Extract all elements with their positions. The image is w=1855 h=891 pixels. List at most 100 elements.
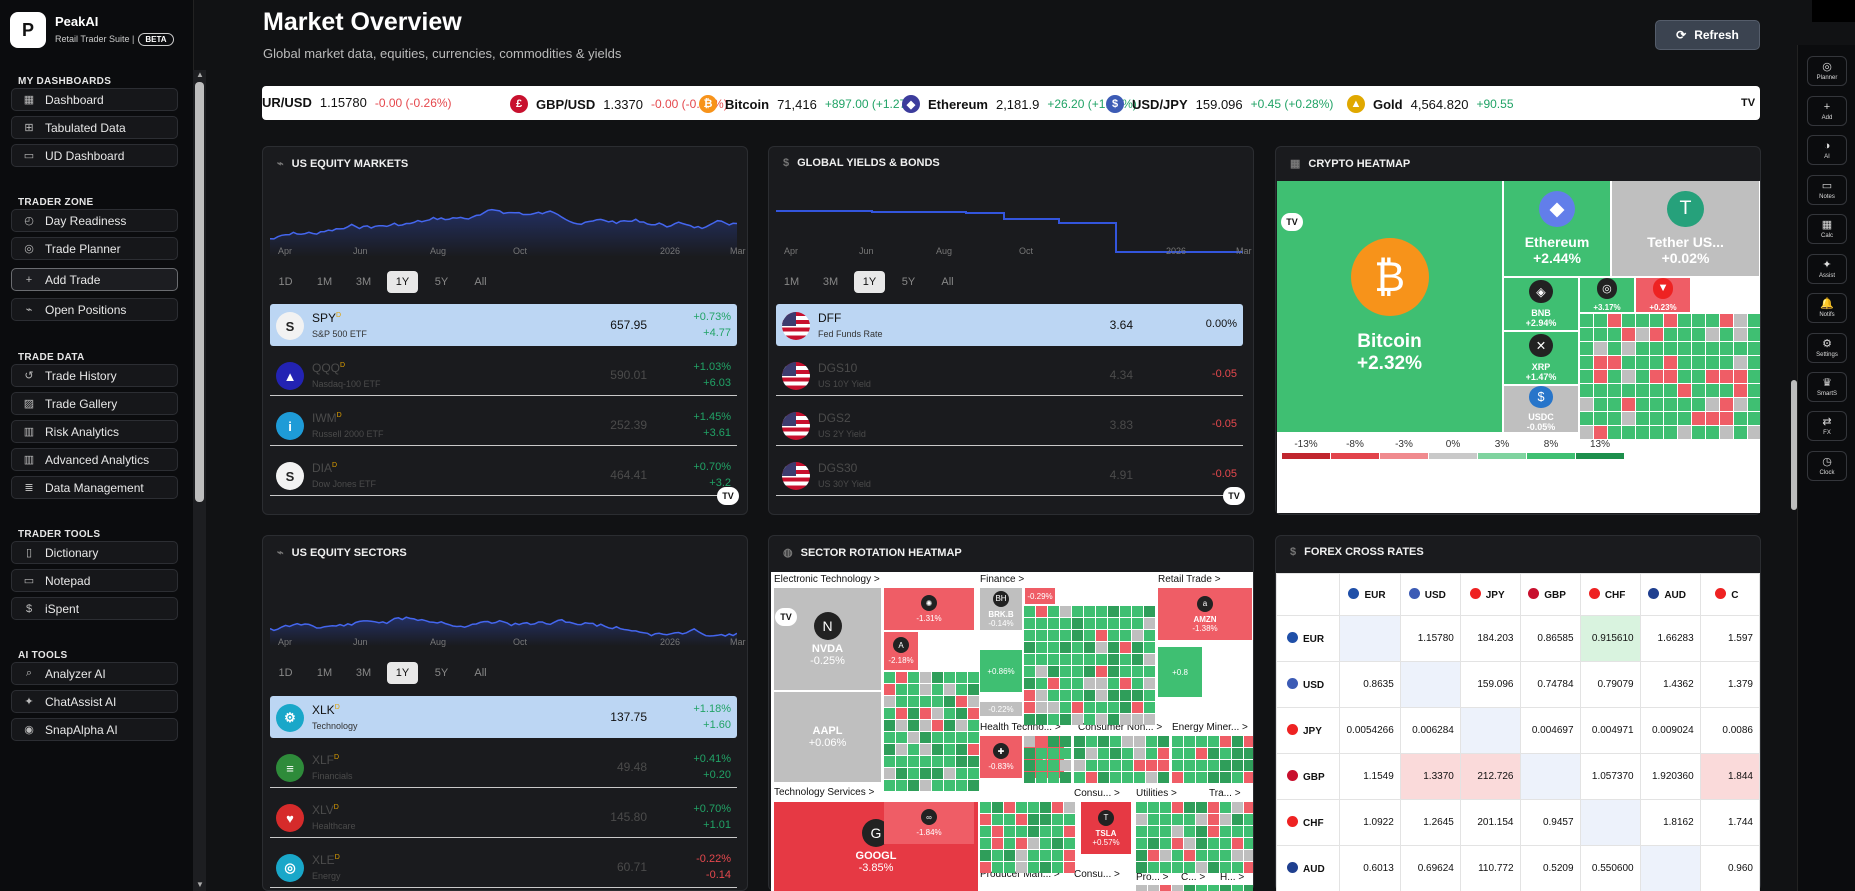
forex-rate-cell[interactable]	[1579, 799, 1641, 846]
sector-small-cell[interactable]	[896, 720, 907, 731]
sector-small-cell[interactable]	[1084, 642, 1095, 653]
crypto-small-cell[interactable]	[1734, 314, 1747, 327]
sector-small-cell[interactable]	[1244, 838, 1253, 849]
sidebar-item-analyzer-ai[interactable]: ⌕ Analyzer AI	[11, 662, 178, 685]
sector-small-cell[interactable]	[1036, 678, 1047, 689]
sector-small-cell[interactable]	[884, 744, 895, 755]
sidebar-item-add-trade[interactable]: + Add Trade	[11, 268, 178, 291]
scroll-up-icon[interactable]: ▲	[196, 70, 204, 79]
sector-small-cell[interactable]	[1132, 702, 1143, 713]
sector-small-cell[interactable]	[1074, 748, 1085, 759]
sector-small-cell[interactable]	[1232, 772, 1243, 783]
sector-small-cell[interactable]	[980, 838, 991, 849]
sector-small-cell[interactable]	[1024, 736, 1035, 747]
sector-small-cell[interactable]	[1208, 826, 1219, 837]
crypto-small-cell[interactable]	[1748, 398, 1760, 411]
crypto-small-cell[interactable]	[1678, 356, 1691, 369]
sector-small-cell[interactable]	[1244, 802, 1253, 813]
sector-small-cell[interactable]	[932, 672, 943, 683]
forex-rate-cell[interactable]: 1.1549	[1339, 753, 1401, 800]
sector-small-cell[interactable]	[1028, 802, 1039, 813]
sector-small-cell[interactable]	[1036, 630, 1047, 641]
sector-small-cell[interactable]	[1220, 736, 1231, 747]
sector-small-cell[interactable]	[1060, 642, 1071, 653]
sector-small-cell[interactable]	[896, 708, 907, 719]
crypto-small-cell[interactable]	[1664, 398, 1677, 411]
sector-small-cell[interactable]	[1208, 736, 1219, 747]
sector-small-cell[interactable]	[1232, 838, 1243, 849]
crypto-small-cell[interactable]	[1706, 342, 1719, 355]
ticker-tape[interactable]: TV UR/USD 1.15780 -0.00 (-0.26%) £ GBP/USD 1.…	[262, 86, 1760, 120]
range-tab-all[interactable]: All	[474, 667, 487, 679]
sector-small-cell[interactable]	[980, 802, 991, 813]
sector-small-cell[interactable]	[1024, 772, 1035, 783]
sector-small-cell[interactable]	[1184, 748, 1195, 759]
sector-small-cell[interactable]	[1060, 678, 1071, 689]
forex-rate-cell[interactable]: 0.915610	[1579, 615, 1641, 662]
crypto-small-cell[interactable]	[1706, 412, 1719, 425]
crypto-small-cell[interactable]	[1608, 314, 1621, 327]
crypto-small-cell[interactable]	[1692, 356, 1705, 369]
sector-small-cell[interactable]	[1016, 802, 1027, 813]
sector-small-cell[interactable]	[1060, 690, 1071, 701]
sector-small-cell[interactable]	[1244, 772, 1253, 783]
sector-small-cell[interactable]	[1120, 702, 1131, 713]
forex-rate-cell[interactable]: 1.3370	[1399, 753, 1461, 800]
range-tab-3m[interactable]: 3M	[355, 667, 372, 679]
sector-small-cell[interactable]	[1040, 802, 1051, 813]
sector-small-cell[interactable]	[968, 684, 979, 695]
sector-small-cell[interactable]	[968, 756, 979, 767]
sector-small-cell[interactable]	[1060, 760, 1071, 771]
sector-small-cell[interactable]	[932, 768, 943, 779]
sector-small-cell[interactable]	[920, 756, 931, 767]
sector-group-label[interactable]: Pro... >	[1136, 872, 1169, 883]
sector-small-cell[interactable]	[1040, 814, 1051, 825]
crypto-small-cell[interactable]	[1608, 426, 1621, 439]
sector-small-cell[interactable]	[956, 732, 967, 743]
crypto-small-cell[interactable]	[1692, 398, 1705, 411]
sector-small-cell[interactable]	[1098, 760, 1109, 771]
sector-small-cell[interactable]	[1220, 772, 1231, 783]
sidebar-item-advanced-analytics[interactable]: ▥ Advanced Analytics	[11, 448, 178, 471]
crypto-small-cell[interactable]	[1720, 384, 1733, 397]
table-row[interactable]: ◎ XLED Energy 60.71 -0.22% -0.14	[270, 846, 737, 888]
crypto-small-cell[interactable]	[1608, 356, 1621, 369]
crypto-small-cell[interactable]	[1678, 412, 1691, 425]
sector-small-cell[interactable]	[920, 768, 931, 779]
sector-small-cell[interactable]	[1072, 642, 1083, 653]
sector-small-cell[interactable]	[1160, 862, 1171, 873]
sector-small-cell[interactable]	[896, 768, 907, 779]
sector-small-cell[interactable]	[1232, 760, 1243, 771]
right-rail-handle[interactable]	[1791, 380, 1797, 510]
sector-small-cell[interactable]	[1028, 814, 1039, 825]
sector-small-cell[interactable]	[1024, 714, 1035, 725]
crypto-small-cell[interactable]	[1580, 412, 1593, 425]
sector-small-cell[interactable]	[884, 696, 895, 707]
forex-rate-cell[interactable]: 1.0922	[1339, 799, 1401, 846]
sector-small-cell[interactable]	[932, 720, 943, 731]
sidebar-item-open-positions[interactable]: ⌁ Open Positions	[11, 298, 178, 321]
sector-small-cell[interactable]	[1184, 862, 1195, 873]
sector-small-cell[interactable]	[980, 814, 991, 825]
sector-stock-cell[interactable]: +0.8	[1158, 647, 1202, 697]
sector-small-cell[interactable]	[1148, 862, 1159, 873]
sector-small-cell[interactable]	[1036, 736, 1047, 747]
sector-small-cell[interactable]	[1036, 702, 1047, 713]
sector-small-cell[interactable]	[1110, 760, 1121, 771]
sector-small-cell[interactable]	[1072, 618, 1083, 629]
crypto-cell[interactable]: ▼ +0.23%	[1636, 278, 1690, 312]
crypto-small-cell[interactable]	[1664, 356, 1677, 369]
crypto-small-cell[interactable]	[1734, 356, 1747, 369]
forex-rate-cell[interactable]: 0.74784	[1519, 661, 1581, 708]
forex-rate-cell[interactable]: 0.8635	[1339, 661, 1401, 708]
crypto-small-cell[interactable]	[1692, 384, 1705, 397]
range-tab-1y[interactable]: 1Y	[387, 271, 418, 293]
sector-small-cell[interactable]	[1028, 826, 1039, 837]
forex-rate-cell[interactable]: 212.726	[1459, 753, 1521, 800]
forex-col-header[interactable]: JPY	[1459, 573, 1521, 616]
sector-small-cell[interactable]	[1024, 618, 1035, 629]
sector-small-cell[interactable]	[968, 708, 979, 719]
sector-small-cell[interactable]	[1096, 642, 1107, 653]
crypto-small-cell[interactable]	[1706, 370, 1719, 383]
sector-small-cell[interactable]	[1160, 826, 1171, 837]
